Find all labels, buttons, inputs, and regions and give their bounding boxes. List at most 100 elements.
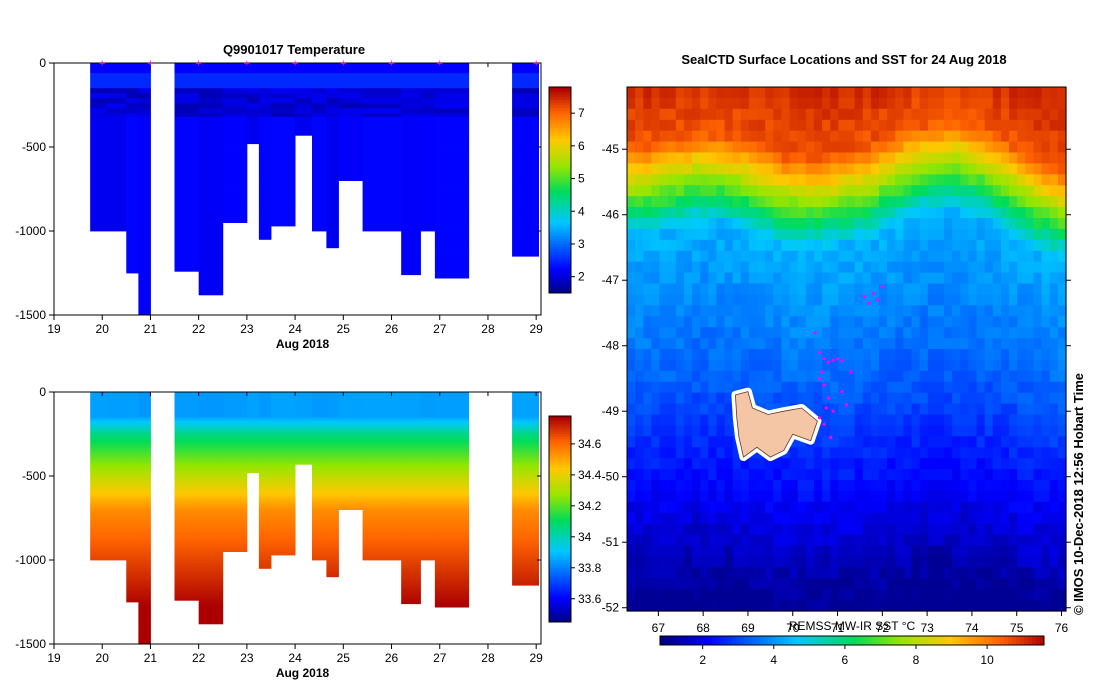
section-cell (295, 74, 313, 77)
section-cell (246, 442, 260, 445)
section-cell (512, 518, 539, 521)
section-cell (126, 452, 139, 455)
section-cell (362, 88, 402, 91)
sst-cell (1025, 185, 1035, 197)
section-cell (420, 452, 436, 455)
section-cell (401, 113, 421, 116)
section-cell (174, 573, 199, 576)
section-cell (338, 74, 363, 77)
section-cell (401, 155, 421, 158)
section-cell (126, 94, 139, 97)
section-cell (198, 246, 224, 249)
section-cell (271, 403, 296, 406)
section-cell (138, 89, 151, 92)
section-cell (138, 477, 151, 480)
colorbar-swatch (549, 588, 571, 592)
section-cell (512, 215, 539, 218)
sst-cell (805, 119, 815, 132)
section-cell (362, 200, 402, 203)
section-cell (434, 217, 470, 220)
sst-cell (838, 185, 848, 197)
section-cell (90, 135, 108, 138)
section-cell (126, 197, 139, 200)
section-cell (434, 187, 470, 190)
section-cell (126, 224, 139, 227)
section-cell (126, 256, 139, 259)
section-cell (222, 533, 248, 536)
section-cell (258, 202, 272, 205)
section-cell (198, 190, 224, 193)
section-cell (362, 91, 402, 94)
section-cell (258, 138, 272, 141)
section-cell (512, 544, 539, 547)
section-cell (312, 471, 327, 474)
sst-cell (903, 218, 913, 230)
section-cell (434, 155, 470, 158)
section-cell (271, 551, 296, 554)
colorbar-swatch (549, 218, 571, 222)
sst-cell (870, 174, 880, 186)
section-cell (271, 504, 296, 507)
section-cell (312, 502, 327, 505)
sst-cell (846, 207, 856, 219)
section-cell (434, 195, 470, 198)
sst-cell (675, 218, 685, 230)
section-cell (312, 412, 327, 415)
section-cell (198, 491, 224, 494)
section-cell (434, 78, 470, 81)
section-cell (258, 481, 272, 484)
section-cell (434, 578, 470, 581)
section-cell (326, 465, 339, 468)
sst-cell (675, 119, 685, 132)
colorbar-swatch (549, 161, 571, 165)
sst-cell (683, 119, 693, 132)
section-cell (198, 165, 224, 168)
section-cell (138, 607, 151, 610)
section-cell (434, 101, 470, 104)
section-cell (512, 133, 539, 136)
sst-cell (675, 108, 685, 121)
section-cell (434, 600, 470, 603)
section-cell (258, 69, 272, 72)
section-cell (420, 126, 436, 129)
section-cell (362, 434, 402, 437)
section-cell (362, 86, 402, 89)
section-cell (126, 583, 139, 586)
section-cell (258, 526, 272, 529)
section-cell (338, 101, 363, 104)
section-cell (138, 147, 151, 150)
section-cell (107, 413, 127, 416)
sst-cell (830, 152, 839, 164)
section-cell (401, 234, 421, 237)
section-cell (312, 427, 327, 430)
section-cell (126, 568, 139, 571)
section-cell (362, 105, 402, 108)
section-cell (434, 524, 470, 527)
sst-cell (659, 119, 669, 132)
sst-cell (927, 152, 937, 164)
section-cell (326, 437, 339, 440)
section-cell (107, 538, 127, 541)
section-cell (198, 209, 224, 212)
section-cell (326, 150, 339, 153)
section-cell (362, 150, 402, 153)
section-cell (138, 84, 151, 87)
section-cell (312, 120, 327, 123)
section-cell (138, 642, 151, 645)
section-cell (138, 251, 151, 254)
section-cell (401, 264, 421, 267)
section-cell (258, 392, 272, 395)
section-cell (512, 511, 539, 514)
colorbar-swatch (549, 192, 571, 196)
section-cell (362, 491, 402, 494)
section-cell (90, 471, 108, 474)
section-cell (222, 86, 248, 89)
section-cell (222, 100, 248, 103)
section-cell (174, 199, 199, 202)
section-cell (198, 460, 224, 463)
colorbar-swatch (549, 125, 571, 129)
section-cell (258, 395, 272, 398)
section-cell (138, 232, 151, 235)
section-cell (362, 497, 402, 500)
colorbar-swatch (549, 436, 571, 440)
